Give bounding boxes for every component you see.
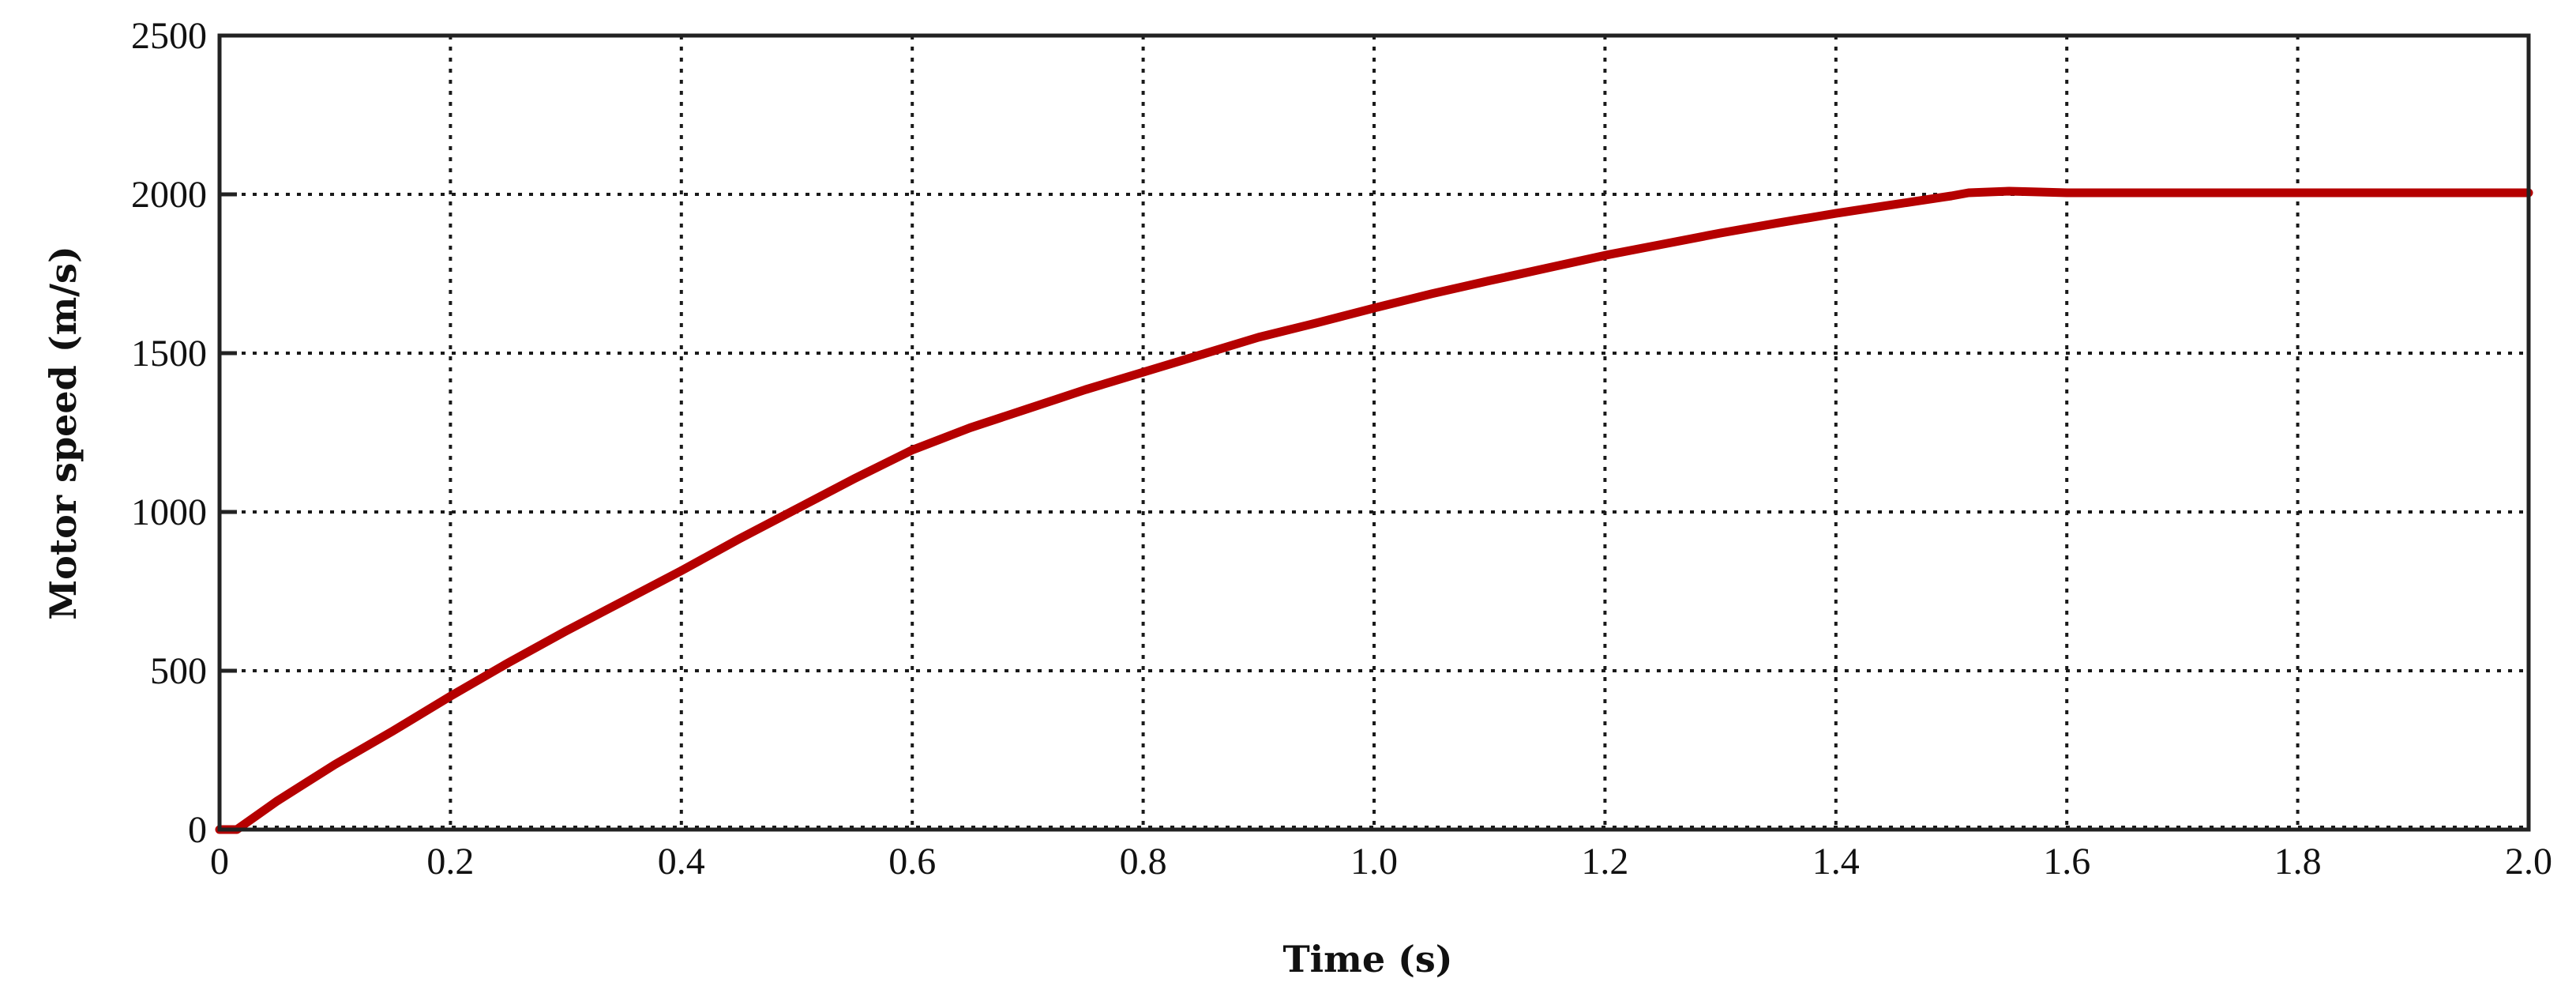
x-tick-label: 0.4 bbox=[658, 841, 705, 882]
x-tick-label: 0.8 bbox=[1120, 841, 1167, 882]
series-layer bbox=[215, 186, 2533, 834]
y-tick-label: 2000 bbox=[131, 174, 207, 216]
x-tick-label: 1.4 bbox=[1812, 841, 1860, 882]
y-axis-title: Motor speed (m/s) bbox=[42, 246, 84, 619]
x-tick-label: 1.6 bbox=[2043, 841, 2090, 882]
y-tick-label: 0 bbox=[188, 809, 207, 851]
x-tick-label: 0 bbox=[210, 841, 229, 882]
x-tick-label: 0.6 bbox=[888, 841, 936, 882]
y-axis-tick-labels: 0 500 1000 1500 2000 2500 bbox=[131, 15, 207, 851]
x-tick-label: 1.8 bbox=[2274, 841, 2322, 882]
grid-lines bbox=[220, 33, 2529, 830]
y-tick-label: 1000 bbox=[131, 491, 207, 533]
x-tick-label: 1.0 bbox=[1350, 841, 1398, 882]
x-tick-label: 1.2 bbox=[1581, 841, 1628, 882]
x-axis-tick-labels: 0 0.2 0.4 0.6 0.8 1.0 1.2 1.4 1.6 1.8 2.0 bbox=[210, 841, 2552, 882]
x-axis-title: Time (s) bbox=[1282, 938, 1452, 980]
y-tick-label: 500 bbox=[150, 650, 207, 692]
plot-frame bbox=[217, 33, 2531, 832]
x-tick-label: 0.2 bbox=[426, 841, 474, 882]
x-tick-label: 2.0 bbox=[2505, 841, 2552, 882]
motor-speed-line bbox=[215, 186, 2533, 834]
y-tick-label: 1500 bbox=[131, 333, 207, 374]
y-tick-label: 2500 bbox=[131, 15, 207, 57]
